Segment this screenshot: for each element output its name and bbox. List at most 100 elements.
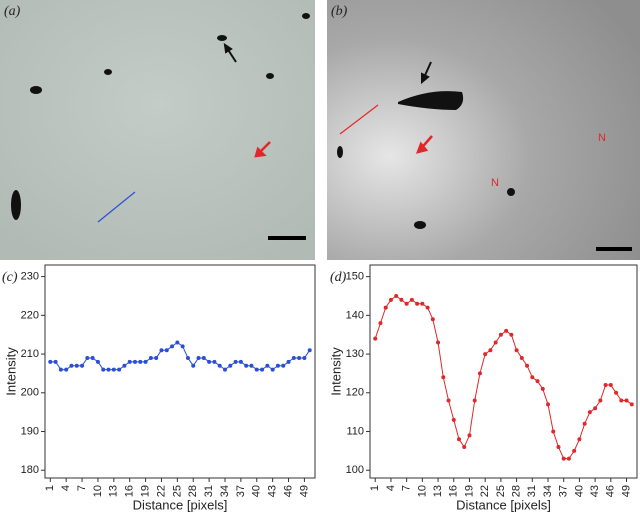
defect [217,35,227,41]
x-axis-title: Distance [pixels] [133,497,228,512]
y-tick-label: 200 [21,387,39,399]
data-point [175,340,180,345]
y-tick-label: 210 [21,348,39,360]
arrow [421,61,432,85]
data-point [95,359,100,364]
y-tick-label: 130 [346,348,364,360]
data-point [399,297,404,302]
series-line [374,295,633,460]
data-point [451,417,456,422]
profile-line [339,104,379,135]
data-point [378,321,383,326]
data-point [297,355,302,360]
y-tick-label: 150 [346,271,364,283]
x-tick-label: 4 [385,485,397,491]
profile-line [97,191,136,223]
x-tick-label: 28 [510,485,522,497]
data-point [302,355,307,360]
x-tick-label: 28 [187,485,199,497]
data-point [101,367,106,372]
data-point [260,367,265,372]
data-point [415,301,420,306]
data-point [498,332,503,337]
data-point [238,359,243,364]
panel-label: (a) [4,4,21,19]
x-tick-label: 1 [369,485,381,491]
x-tick-label: 34 [542,485,554,497]
defect [11,190,21,220]
data-point [572,448,577,453]
data-point [270,367,275,372]
defect [266,73,274,79]
x-tick-label: 43 [589,485,601,497]
micrograph [0,0,315,260]
data-point [388,297,393,302]
data-point [154,355,159,360]
data-point [207,359,212,364]
x-tick-label: 10 [416,485,428,497]
data-point [561,456,566,461]
defect [414,221,426,229]
data-point [493,340,498,345]
x-tick-label: 7 [401,485,413,491]
data-point [185,355,190,360]
data-point [48,359,53,364]
plot-frame [44,264,316,479]
y-tick-label: 190 [21,425,39,437]
x-tick-label: 19 [463,485,475,497]
data-point [138,359,143,364]
data-point [603,383,608,388]
x-tick-label: 49 [298,485,310,497]
data-point [425,305,430,310]
data-point [90,355,95,360]
defect [507,188,515,196]
y-tick-label: 180 [21,464,39,476]
data-point [556,445,561,450]
data-point [85,355,90,360]
x-tick-label: 25 [495,485,507,497]
x-tick-label: 25 [171,485,183,497]
data-point [462,445,467,450]
data-point [488,348,493,353]
data-point [122,363,127,368]
x-tick-label: 16 [448,485,460,497]
panel-a: (a) [0,0,315,260]
data-point [514,348,519,353]
x-tick-label: 46 [282,485,294,497]
data-point [394,293,399,298]
data-point [53,359,58,364]
data-point [587,410,592,415]
x-tick-label: 40 [251,485,263,497]
data-point [540,386,545,391]
data-point [212,359,217,364]
data-point [477,371,482,376]
data-point [624,398,629,403]
x-tick-label: 13 [108,485,120,497]
annotation: N [598,132,606,144]
x-tick-label: 34 [219,485,231,497]
data-point [629,402,634,407]
defect [104,69,112,75]
data-point [291,355,296,360]
data-point [249,363,254,368]
data-point [217,363,222,368]
data-point [404,301,409,306]
data-point [472,398,477,403]
data-point [254,367,259,372]
micrograph [327,0,640,260]
x-tick-label: 10 [92,485,104,497]
data-point [265,363,270,368]
data-point [566,456,571,461]
defect [398,91,464,110]
data-point [446,398,451,403]
data-point [127,359,132,364]
data-point [223,367,227,372]
data-point [180,344,185,349]
data-point [286,359,291,364]
x-axis-title: Distance [pixels] [456,497,551,512]
data-point [430,317,435,322]
x-tick-label: 16 [124,485,136,497]
x-tick-label: 46 [605,485,617,497]
data-point [111,367,116,372]
